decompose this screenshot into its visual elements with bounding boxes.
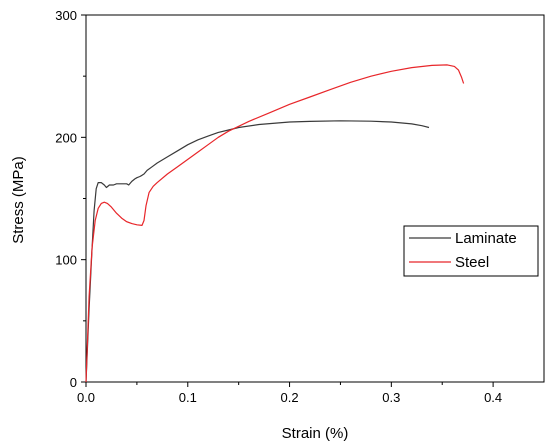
y-axis-title: Stress (MPa) xyxy=(10,156,27,244)
plot-area xyxy=(85,14,545,383)
x-tick-label: 0.2 xyxy=(281,390,299,405)
plot-border xyxy=(85,14,545,383)
y-axis: 0 100 200 300 xyxy=(55,8,86,390)
x-tick-label: 0.4 xyxy=(484,390,502,405)
legend-box xyxy=(403,225,539,277)
x-tick-label: 0.1 xyxy=(179,390,197,405)
y-tick-label: 0 xyxy=(70,375,77,390)
x-axis-title: Strain (%) xyxy=(282,425,349,442)
legend-label-steel: Steel xyxy=(455,254,489,271)
y-tick-label: 200 xyxy=(55,130,77,145)
x-tick-label: 0.0 xyxy=(77,390,95,405)
series-line-laminate xyxy=(85,120,430,383)
series-layer xyxy=(85,64,465,383)
legend-label-laminate: Laminate xyxy=(455,230,517,247)
legend: Laminate Steel xyxy=(403,225,539,277)
x-axis: 0.0 0.1 0.2 0.3 0.4 xyxy=(77,382,502,405)
series-line-steel xyxy=(85,64,465,383)
y-tick-label: 300 xyxy=(55,8,77,23)
x-tick-label: 0.3 xyxy=(382,390,400,405)
y-tick-label: 100 xyxy=(55,253,77,268)
